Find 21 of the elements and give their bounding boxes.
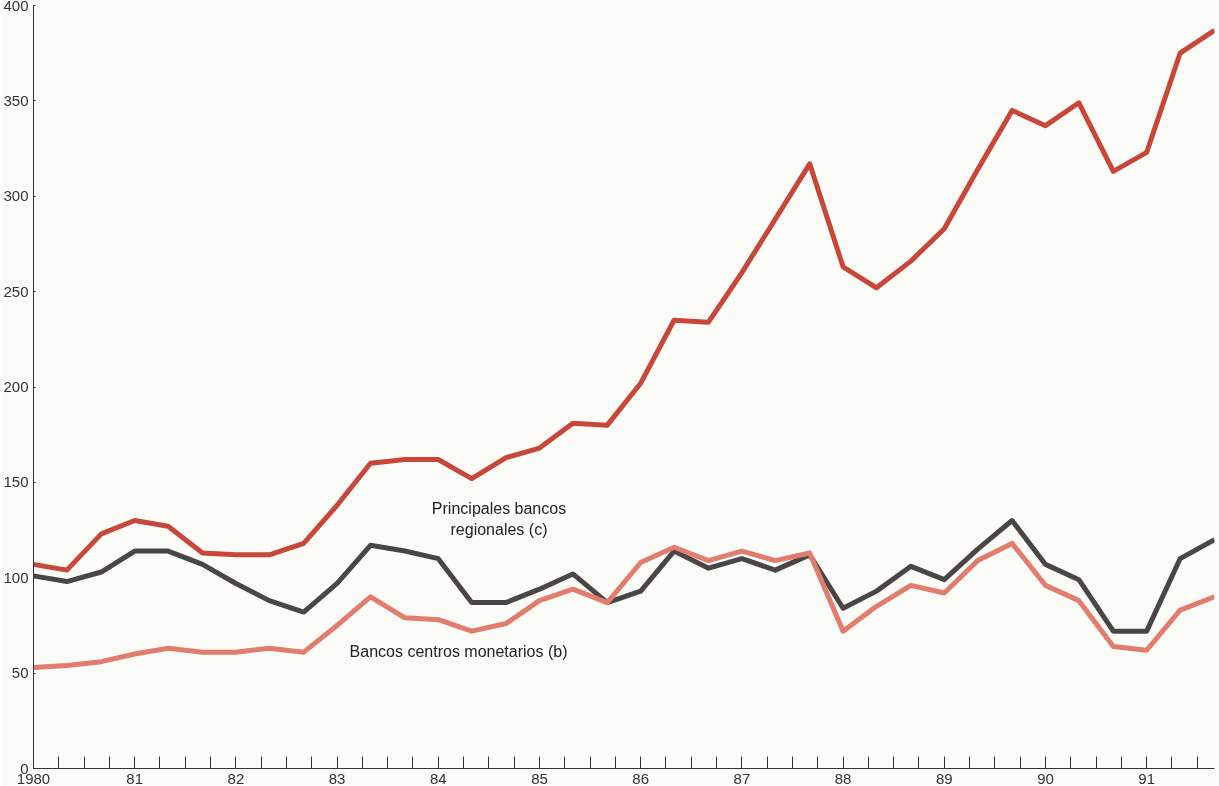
y-tick-label: 100 <box>3 568 29 586</box>
y-tick-label: 250 <box>3 282 29 300</box>
y-tick-label: 300 <box>3 187 29 205</box>
x-tick-label: 90 <box>1037 769 1054 786</box>
series-label: Bancos centros monetarios (b) <box>349 642 568 660</box>
x-tick-label: 91 <box>1138 769 1156 786</box>
y-tick-label: 200 <box>3 378 29 395</box>
x-tick-label: 82 <box>227 769 245 786</box>
y-tick-label: 350 <box>3 91 29 109</box>
x-tick-label: 84 <box>429 769 447 786</box>
x-tick-label: 89 <box>935 769 953 786</box>
series-label: Principales bancos regionales (c) <box>431 500 567 538</box>
y-tick-label: 400 <box>3 0 29 14</box>
x-tick-label: 83 <box>328 769 346 786</box>
x-tick-label: 87 <box>733 769 751 786</box>
x-tick-label: 88 <box>834 769 852 786</box>
y-tick-label: 50 <box>11 664 29 682</box>
x-tick-label: 85 <box>531 769 548 786</box>
x-tick-label: 86 <box>632 769 650 786</box>
x-tick-label: 81 <box>126 769 144 786</box>
y-tick-label: 150 <box>3 473 29 491</box>
